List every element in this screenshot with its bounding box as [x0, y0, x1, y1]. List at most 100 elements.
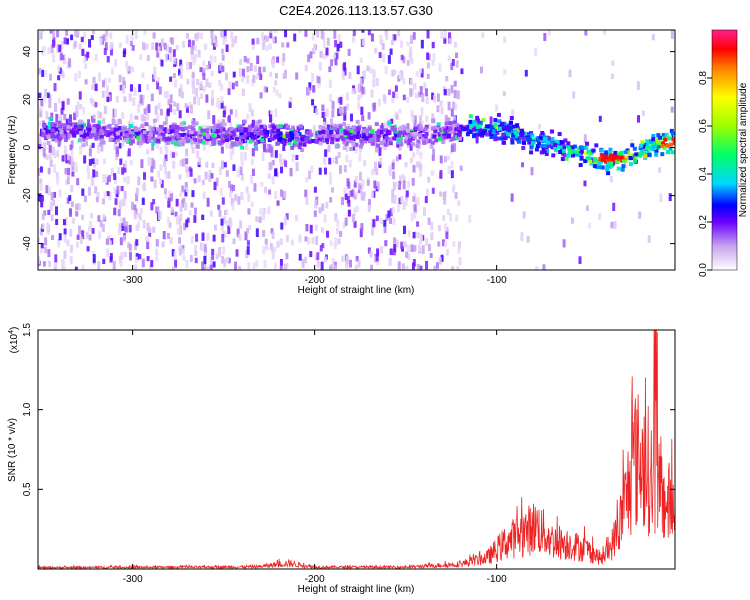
signal-cell — [553, 147, 558, 152]
noise-cell — [420, 120, 424, 130]
noise-cell — [658, 167, 662, 173]
noise-cell — [570, 217, 574, 224]
noise-cell — [148, 226, 152, 234]
noise-cell — [376, 248, 380, 257]
noise-cell — [468, 215, 472, 223]
noise-cell — [353, 180, 357, 188]
noise-cell — [58, 44, 62, 52]
noise-cell — [447, 88, 451, 96]
noise-cell — [311, 99, 315, 106]
noise-cell — [38, 193, 42, 202]
signal-cell — [441, 140, 446, 145]
noise-cell — [314, 224, 318, 231]
noise-cell — [273, 246, 277, 253]
noise-cell — [61, 101, 65, 111]
noise-cell — [457, 248, 461, 254]
noise-cell — [362, 192, 366, 201]
noise-cell — [221, 54, 225, 61]
signal-cell — [440, 126, 445, 131]
noise-cell — [279, 238, 283, 246]
noise-cell — [165, 90, 169, 99]
noise-cell — [400, 54, 404, 61]
noise-cell — [185, 186, 189, 193]
signal-cell — [411, 142, 416, 147]
noise-cell — [56, 150, 60, 158]
noise-cell — [283, 191, 287, 199]
noise-cell — [363, 87, 367, 95]
signal-cell — [506, 129, 511, 134]
signal-cell — [46, 140, 51, 145]
signal-cell — [594, 143, 599, 148]
signal-cell — [509, 128, 514, 133]
noise-cell — [315, 108, 319, 115]
signal-cell — [413, 132, 418, 137]
noise-cell — [304, 64, 308, 72]
noise-cell — [134, 256, 138, 263]
signal-cell — [311, 138, 316, 143]
signal-cell — [660, 152, 665, 157]
signal-cell — [396, 138, 401, 143]
signal-cell — [604, 150, 609, 155]
noise-cell — [388, 257, 392, 267]
noise-cell — [49, 73, 53, 81]
noise-cell — [450, 170, 454, 179]
signal-cell — [218, 126, 223, 131]
noise-cell — [44, 70, 48, 77]
noise-cell — [351, 88, 355, 95]
noise-cell — [183, 222, 187, 231]
signal-cell — [307, 135, 312, 140]
signal-cell — [669, 142, 674, 147]
noise-cell — [426, 52, 430, 60]
signal-cell — [318, 130, 323, 135]
noise-cell — [130, 34, 134, 41]
noise-cell — [178, 110, 182, 119]
signal-cell — [194, 121, 199, 126]
noise-cell — [334, 212, 338, 222]
noise-cell — [57, 75, 61, 81]
noise-cell — [193, 96, 197, 105]
signal-cell — [496, 112, 501, 117]
noise-cell — [174, 151, 178, 157]
signal-cell — [489, 124, 494, 129]
noise-cell — [62, 57, 66, 65]
noise-cell — [182, 255, 186, 261]
noise-cell — [98, 230, 102, 240]
signal-cell — [185, 138, 190, 143]
noise-cell — [246, 66, 250, 73]
noise-cell — [131, 66, 135, 73]
signal-cell — [351, 125, 356, 130]
noise-cell — [203, 255, 207, 265]
noise-cell — [583, 180, 587, 187]
noise-cell — [421, 92, 425, 102]
noise-cell — [76, 30, 80, 35]
noise-cell — [54, 254, 58, 263]
signal-cell — [291, 130, 296, 135]
signal-cell — [546, 140, 551, 145]
signal-cell — [165, 136, 170, 141]
signal-cell — [493, 118, 498, 123]
noise-cell — [412, 196, 416, 202]
noise-cell — [220, 218, 224, 226]
noise-cell — [436, 134, 440, 141]
noise-cell — [178, 174, 182, 180]
signal-cell — [644, 146, 649, 151]
signal-cell — [613, 150, 618, 155]
noise-cell — [202, 72, 206, 81]
noise-cell — [57, 238, 61, 248]
signal-cell — [302, 142, 307, 147]
noise-cell — [141, 72, 145, 79]
noise-cell — [307, 237, 311, 245]
noise-cell — [251, 168, 255, 176]
noise-cell — [324, 111, 328, 117]
signal-cell — [47, 125, 52, 130]
noise-cell — [360, 82, 364, 92]
noise-cell — [42, 261, 46, 267]
noise-cell — [659, 193, 663, 203]
signal-cell — [254, 146, 259, 151]
signal-cell — [483, 129, 488, 134]
noise-cell — [74, 30, 78, 37]
noise-cell — [217, 248, 221, 258]
noise-cell — [156, 77, 160, 83]
noise-cell — [64, 217, 68, 226]
signal-cell — [472, 127, 477, 132]
